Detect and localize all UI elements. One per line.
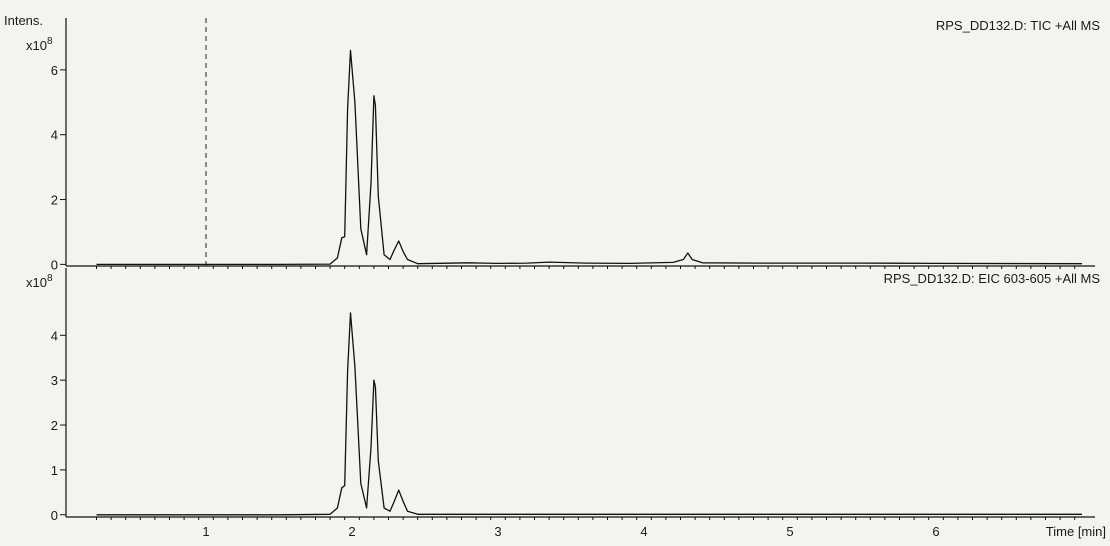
bottom-yexp-sup: 8 (47, 273, 53, 284)
bottom-eic-trace (96, 312, 1082, 516)
bottom-y-tick-label: 0 (51, 508, 58, 523)
top-ylabel: Intens. (4, 13, 43, 28)
bottom-yexp-base: x10 (26, 275, 47, 290)
top-y-tick-label: 4 (51, 128, 58, 143)
x-tick-label: 4 (640, 524, 647, 539)
x-tick-label: 1 (202, 524, 209, 539)
x-tick-label: 2 (348, 524, 355, 539)
bottom-chart-title: RPS_DD132.D: EIC 603-605 +All MS (884, 271, 1101, 286)
bottom-y-ticks: 0 1 2 3 4 (51, 328, 66, 523)
top-y-tick-label: 2 (51, 193, 58, 208)
top-y-tick-label: 0 (51, 257, 58, 272)
top-yexp-base: x10 (26, 38, 47, 53)
x-tick-label: 6 (932, 524, 939, 539)
x-ticks: 1 2 3 4 5 6 (96, 266, 1076, 539)
top-chart-title: RPS_DD132.D: TIC +All MS (936, 18, 1100, 33)
bottom-y-tick-label: 2 (51, 418, 58, 433)
x-axis-label: Time [min] (1046, 524, 1106, 539)
top-yexp-sup: 8 (47, 36, 53, 47)
x-tick-label: 3 (494, 524, 501, 539)
bottom-y-tick-label: 1 (51, 463, 58, 478)
top-tic-trace (96, 49, 1083, 266)
bottom-y-tick-label: 3 (51, 373, 58, 388)
bottom-yexp: x108 (26, 273, 53, 290)
bottom-y-tick-label: 4 (51, 328, 58, 343)
x-tick-label: 5 (786, 524, 793, 539)
top-y-ticks: 0 2 4 6 (51, 63, 66, 272)
top-y-tick-label: 6 (51, 63, 58, 78)
top-yexp: x108 (26, 36, 53, 53)
